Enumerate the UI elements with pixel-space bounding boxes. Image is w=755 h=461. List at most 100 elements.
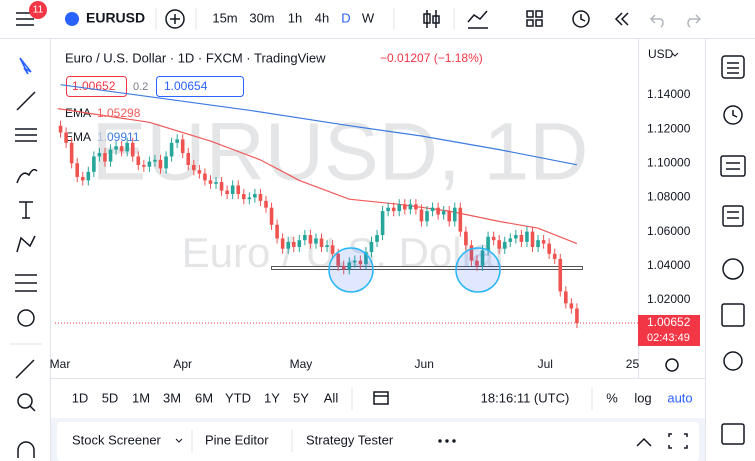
drawing-tools[interactable] [15,57,38,458]
symbol[interactable]: EURUSD [86,10,145,26]
redo[interactable] [687,14,702,28]
interval[interactable]: 30m [249,10,274,25]
candle-body [142,164,146,167]
candle-body [253,194,257,198]
candle-body [119,146,124,152]
candle-body [447,211,452,222]
candle-body [219,182,224,191]
bid[interactable]: 1.00652 [72,79,116,93]
candle-body [319,238,324,247]
percent-toggle[interactable]: % [606,390,618,405]
candle-body [241,194,246,200]
candle-body [125,142,129,152]
range[interactable]: 3M [163,390,181,405]
candle-body [547,243,551,254]
goto-date[interactable] [373,391,389,405]
candle-body [452,207,457,222]
interval-group: 15m 30m 1h 4h D W [212,10,375,25]
interval[interactable]: 4h [315,10,329,25]
candle-body [508,238,513,242]
y-tick-label: 1.06000 [647,224,691,238]
tab-caret [175,438,183,443]
interval[interactable]: 15m [212,10,237,25]
ema-line [60,84,578,166]
candle-body [408,204,413,210]
highlight-circle [455,247,501,293]
candle-body [225,190,229,195]
auto-toggle[interactable]: auto [667,390,692,405]
range[interactable]: 5Y [293,390,309,405]
candle-body [525,231,529,242]
log-toggle[interactable]: log [634,390,651,405]
candle-body [519,235,524,242]
candle-body [230,185,235,195]
panel-controls[interactable] [636,433,688,449]
range[interactable]: 5D [102,390,119,405]
candle-body [419,209,424,222]
panel-tab[interactable]: Strategy Tester [306,432,394,447]
add-compare[interactable] [165,9,185,29]
candle-body [208,180,213,184]
y-tick-label: 1.02000 [647,292,691,306]
candle-body [502,241,507,249]
candle-body [552,253,557,259]
candle-body [286,241,290,249]
more[interactable] [438,439,456,443]
x-tick-label: Mar [50,357,71,371]
candle-body [297,240,302,247]
indicators[interactable] [467,10,488,29]
sidebar-tools[interactable] [720,55,746,445]
candle-body [153,159,157,162]
range[interactable]: All [324,390,339,405]
undo[interactable] [649,14,664,28]
panel-tab[interactable]: Pine Editor [205,432,269,447]
range[interactable]: 1D [72,390,89,405]
spread: 0.2 [133,81,148,93]
candle-body [403,204,407,210]
range[interactable]: YTD [225,390,251,405]
candle-body [336,253,340,266]
panel-tab[interactable]: Stock Screener [72,432,162,447]
currency[interactable]: USD [648,47,674,61]
candle-body [308,235,313,244]
candle-body [303,235,307,241]
y-tick-label: 1.14000 [647,87,691,101]
alert[interactable] [572,10,590,28]
candle-body [108,149,113,162]
interval[interactable]: 1h [288,10,302,25]
candle-body [347,262,352,270]
range[interactable]: 6M [195,390,213,405]
candle-body [64,132,68,143]
candle-body [75,163,80,177]
ask[interactable]: 1.00654 [164,79,208,93]
candle-body [530,231,535,247]
templates[interactable] [526,10,543,27]
candle-body [258,194,263,201]
candle-body [436,207,440,215]
settings[interactable] [665,358,679,372]
candle-body [192,164,196,171]
range[interactable]: 1Y [264,390,280,405]
replay[interactable] [614,12,629,26]
candle-body [480,250,485,266]
candle-body [86,171,91,181]
candle-body [358,260,363,265]
candle-body [414,204,418,210]
clock: 18:16:11 (UTC) [481,390,570,405]
price-label-box [638,314,700,346]
legend-title: Euro / U.S. Dollar · 1D · FXCM · Trading… [65,50,326,65]
chart-type[interactable] [423,10,440,28]
candle-body [264,200,268,208]
interval[interactable]: D [341,10,350,25]
interval[interactable]: W [362,10,375,25]
candle-body [458,207,463,232]
candle-body [536,240,540,247]
candle-body [341,265,346,270]
candle-body [569,303,574,309]
candle-body [375,235,379,242]
range[interactable]: 1M [132,390,150,405]
countdown: 02:43:49 [647,332,690,344]
ask-box[interactable] [156,76,244,97]
bottom-panel [57,422,699,461]
